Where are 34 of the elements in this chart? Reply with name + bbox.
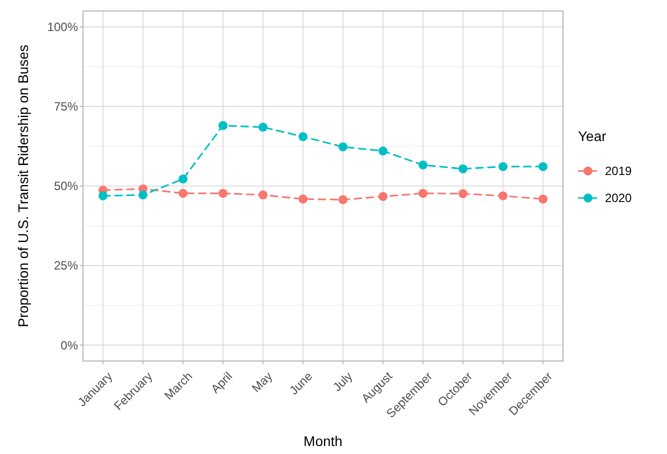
x-tick-label: July: [330, 369, 356, 394]
point: [378, 192, 388, 201]
point: [258, 190, 268, 200]
point: [218, 121, 228, 130]
legend-label: 2020: [605, 191, 632, 206]
y-tick-label: 75%: [54, 100, 78, 114]
point: [458, 164, 468, 174]
point: [538, 194, 548, 204]
point: [498, 191, 508, 200]
y-axis-title: Proportion of U.S. Transit Ridership on Buses: [15, 44, 31, 328]
point: [538, 162, 548, 172]
point: [178, 188, 188, 198]
point: [138, 190, 148, 200]
point: [418, 160, 428, 170]
point: [258, 122, 268, 132]
point: [458, 189, 468, 198]
point: [298, 132, 308, 142]
point: [338, 195, 348, 204]
point: [498, 162, 508, 172]
x-tick-label: May: [249, 369, 276, 396]
legend-title: Year: [578, 128, 607, 144]
point: [298, 194, 308, 204]
point: [378, 146, 388, 156]
point: [338, 142, 348, 152]
point: [98, 191, 108, 200]
y-tick-label: 50%: [54, 179, 78, 194]
y-tick-label: 100%: [47, 20, 78, 34]
point: [218, 188, 228, 198]
legend-label: 2019: [605, 164, 632, 178]
point: [418, 188, 428, 198]
point: [178, 174, 188, 184]
y-tick-label: 0%: [60, 338, 78, 352]
y-tick-label: 25%: [54, 258, 78, 273]
x-axis-title: Month: [304, 433, 342, 449]
